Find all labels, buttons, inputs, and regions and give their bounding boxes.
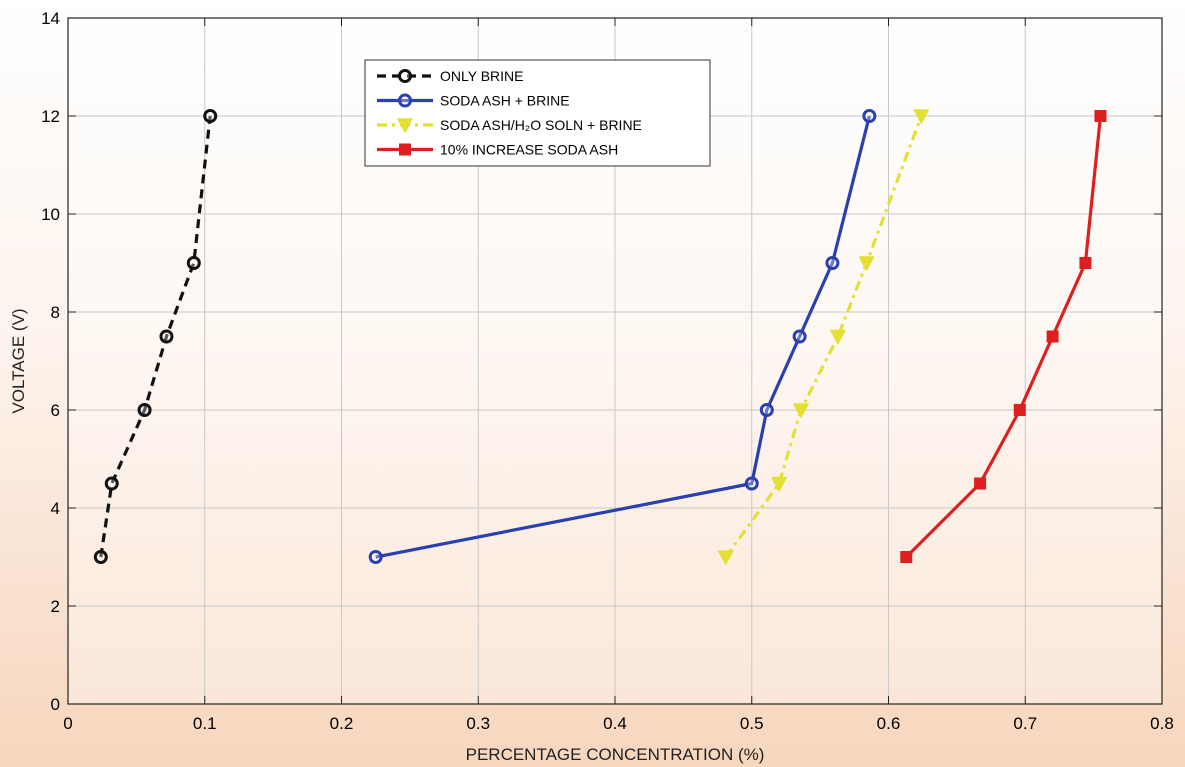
data-point <box>858 256 875 271</box>
x-tick-label: 0.3 <box>466 714 490 733</box>
y-tick-label: 2 <box>51 597 60 616</box>
data-point <box>1046 330 1059 343</box>
series-soda-ash-brine <box>368 109 877 564</box>
y-tick-label: 14 <box>41 9 60 28</box>
data-point <box>825 256 840 270</box>
x-tick-label: 0.7 <box>1013 714 1037 733</box>
y-tick-label: 6 <box>51 401 60 420</box>
series-10-increase-soda-ash <box>900 110 1107 563</box>
x-tick-label: 0.6 <box>877 714 901 733</box>
data-point <box>1094 110 1107 122</box>
data-point <box>974 477 987 490</box>
x-tick-label: 0.8 <box>1150 714 1174 733</box>
legend-marker <box>399 143 411 156</box>
axis-ticks: 0 0.1 0.2 0.3 0.4 0.5 0.6 0.7 0.8 0 2 4 6 8 10 12 14 <box>41 9 1174 733</box>
series-soda-ash-h-o-soln-brine <box>718 109 930 565</box>
y-axis-title: VOLTAGE (V) <box>9 308 28 413</box>
series-only-brine <box>93 109 218 564</box>
y-tick-label: 12 <box>41 107 60 126</box>
data-point <box>137 403 152 417</box>
series-line <box>724 115 923 558</box>
x-tick-label: 0.4 <box>603 714 627 733</box>
series-line <box>99 115 212 558</box>
data-point <box>159 329 174 344</box>
data-point <box>792 329 807 344</box>
legend-label: ONLY BRINE <box>440 68 524 84</box>
y-tick-label: 4 <box>51 499 60 518</box>
data-point <box>718 550 734 565</box>
legend-label: SODA ASH + BRINE <box>440 93 570 109</box>
y-tick-label: 10 <box>41 205 60 224</box>
legend-marker <box>398 93 412 108</box>
data-point <box>1079 257 1092 269</box>
legend: ONLY BRINE SODA ASH + BRINE SODA ASH/H₂O S… <box>364 59 711 167</box>
legend-label: SODA ASH/H₂O SOLN + BRINE <box>440 117 642 133</box>
legend-marker <box>398 69 412 83</box>
series-line <box>375 115 871 559</box>
legend-label: 10% INCREASE SODA ASH <box>440 142 618 158</box>
data-point <box>203 109 218 123</box>
data-point <box>771 476 787 492</box>
data-point <box>913 109 930 124</box>
data-point <box>186 256 201 270</box>
series-line <box>905 115 1103 559</box>
data-point <box>93 550 108 564</box>
series-group <box>93 109 1107 565</box>
data-point <box>862 109 877 123</box>
y-tick-label: 0 <box>51 695 60 714</box>
x-tick-label: 0.1 <box>193 714 217 733</box>
data-point <box>368 550 383 564</box>
data-point <box>830 329 846 345</box>
data-point <box>1013 404 1026 416</box>
data-point <box>759 403 774 417</box>
x-tick-label: 0.5 <box>740 714 764 733</box>
legend-marker <box>397 118 413 133</box>
data-point <box>793 403 809 418</box>
x-tick-label: 0 <box>63 714 72 733</box>
data-point <box>900 551 913 563</box>
x-tick-label: 0.2 <box>330 714 354 733</box>
x-axis-title: PERCENTAGE CONCENTRATION (%) <box>466 745 765 764</box>
y-tick-label: 8 <box>51 303 60 322</box>
data-point <box>744 476 759 491</box>
data-point <box>104 476 119 491</box>
